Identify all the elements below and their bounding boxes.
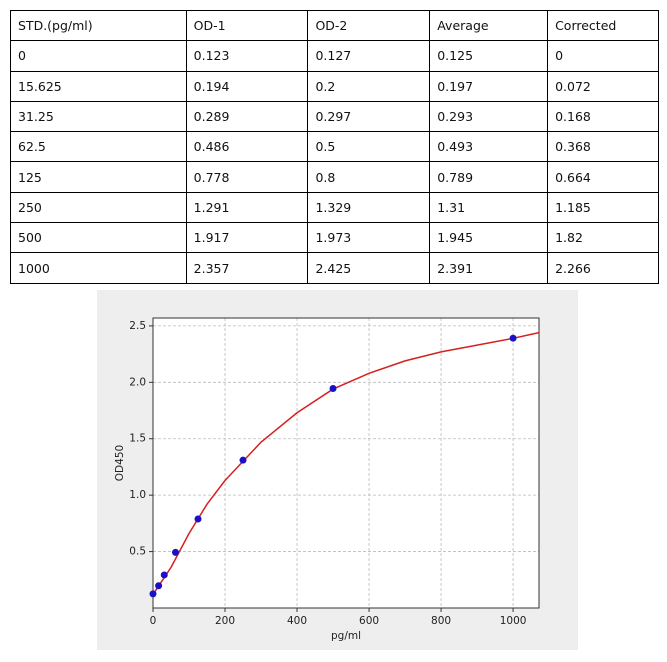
data-point: [509, 334, 517, 342]
table-cell: 0.789: [429, 161, 549, 193]
table-cell: 0.194: [185, 70, 309, 102]
table-row: 125 0.778 0.8 0.789 0.664: [10, 161, 659, 193]
table-row: 1000 2.357 2.425 2.391 2.266: [10, 252, 659, 284]
table-cell: 125: [10, 161, 187, 193]
table-cell: 0.168: [547, 100, 659, 133]
table-cell: 250: [10, 191, 187, 224]
table-row: 31.25 0.289 0.297 0.293 0.168: [10, 100, 659, 133]
table-cell: 1000: [10, 252, 187, 284]
table-cell: 0.2: [307, 70, 431, 102]
chart: 0.5 1.0 1.5 2.0 2.5 0 200 400 600 800 1000 pg/ml OD4…: [97, 290, 578, 650]
table-row: STD.(pg/ml) OD-1 OD-2 Average Corrected: [10, 9, 659, 42]
table-cell: OD-1: [185, 9, 309, 42]
x-tick-label: 1000: [500, 615, 527, 627]
y-tick-label: 1.5: [129, 433, 146, 445]
data-point: [194, 515, 202, 523]
table-cell: 0.125: [429, 40, 549, 72]
table-cell: 1.185: [547, 191, 659, 224]
table-row: 62.5 0.486 0.5 0.493 0.368: [10, 131, 659, 163]
table-row: 15.625 0.194 0.2 0.197 0.072: [10, 70, 659, 102]
table-cell: Average: [429, 9, 549, 42]
x-tick-label: 800: [431, 615, 451, 627]
table-cell: 0.289: [185, 100, 309, 133]
table-cell: 0.127: [307, 40, 431, 72]
table-cell: 0.5: [307, 131, 431, 163]
table-cell: 0.072: [547, 70, 659, 102]
x-tick-label: 200: [215, 615, 235, 627]
data-point: [149, 590, 157, 598]
data-point: [329, 385, 337, 393]
table-cell: 1.329: [307, 191, 431, 224]
table-row: 500 1.917 1.973 1.945 1.82: [10, 222, 659, 254]
table-cell: 15.625: [10, 70, 187, 102]
table-cell: 0.293: [429, 100, 549, 133]
table-cell: 2.425: [307, 252, 431, 284]
table-cell: 1.945: [429, 222, 549, 254]
plot-area: [153, 318, 539, 608]
table-cell: 0.197: [429, 70, 549, 102]
table-cell: 2.391: [429, 252, 549, 284]
table-cell: 0.493: [429, 131, 549, 163]
table-cell: 2.357: [185, 252, 309, 284]
table-cell: 0.486: [185, 131, 309, 163]
table-cell: 1.973: [307, 222, 431, 254]
table-cell: 0.664: [547, 161, 659, 193]
table-cell: 0: [547, 40, 659, 72]
plot-frame: [152, 317, 540, 609]
table-cell: 500: [10, 222, 187, 254]
table-cell: 0.123: [185, 40, 309, 72]
table-cell: 0.8: [307, 161, 431, 193]
table-row: 0 0.123 0.127 0.125 0: [10, 40, 659, 72]
y-tick-label: 2.5: [129, 320, 146, 332]
table-cell: 0.297: [307, 100, 431, 133]
data-point: [160, 571, 168, 579]
x-tick-label: 0: [150, 615, 157, 627]
y-tick-label: 0.5: [129, 546, 146, 558]
y-tick-label: 2.0: [129, 376, 146, 388]
table-cell: 1.917: [185, 222, 309, 254]
fit-curve: [152, 331, 540, 595]
table-row: 250 1.291 1.329 1.31 1.185: [10, 191, 659, 224]
table-cell: 31.25: [10, 100, 187, 133]
y-tick-label: 1.0: [129, 489, 146, 501]
x-tick-label: 600: [359, 615, 379, 627]
x-tick-label: 400: [287, 615, 307, 627]
y-axis-label: OD450: [114, 445, 126, 481]
table-cell: 2.266: [547, 252, 659, 284]
table-cell: 0: [10, 40, 187, 72]
data-table: STD.(pg/ml) OD-1 OD-2 Average Corrected 0 0.12…: [10, 9, 659, 284]
x-axis-label: pg/ml: [331, 630, 361, 642]
table-cell: 62.5: [10, 131, 187, 163]
data-point: [239, 456, 247, 464]
table-cell: 0.368: [547, 131, 659, 163]
table-cell: 1.31: [429, 191, 549, 224]
table-cell: 0.778: [185, 161, 309, 193]
data-point: [172, 548, 180, 556]
data-point: [155, 582, 163, 590]
table-cell: Corrected: [547, 9, 659, 42]
table-cell: 1.82: [547, 222, 659, 254]
table-cell: OD-2: [307, 9, 431, 42]
table-cell: 1.291: [185, 191, 309, 224]
table-cell: STD.(pg/ml): [10, 9, 187, 42]
